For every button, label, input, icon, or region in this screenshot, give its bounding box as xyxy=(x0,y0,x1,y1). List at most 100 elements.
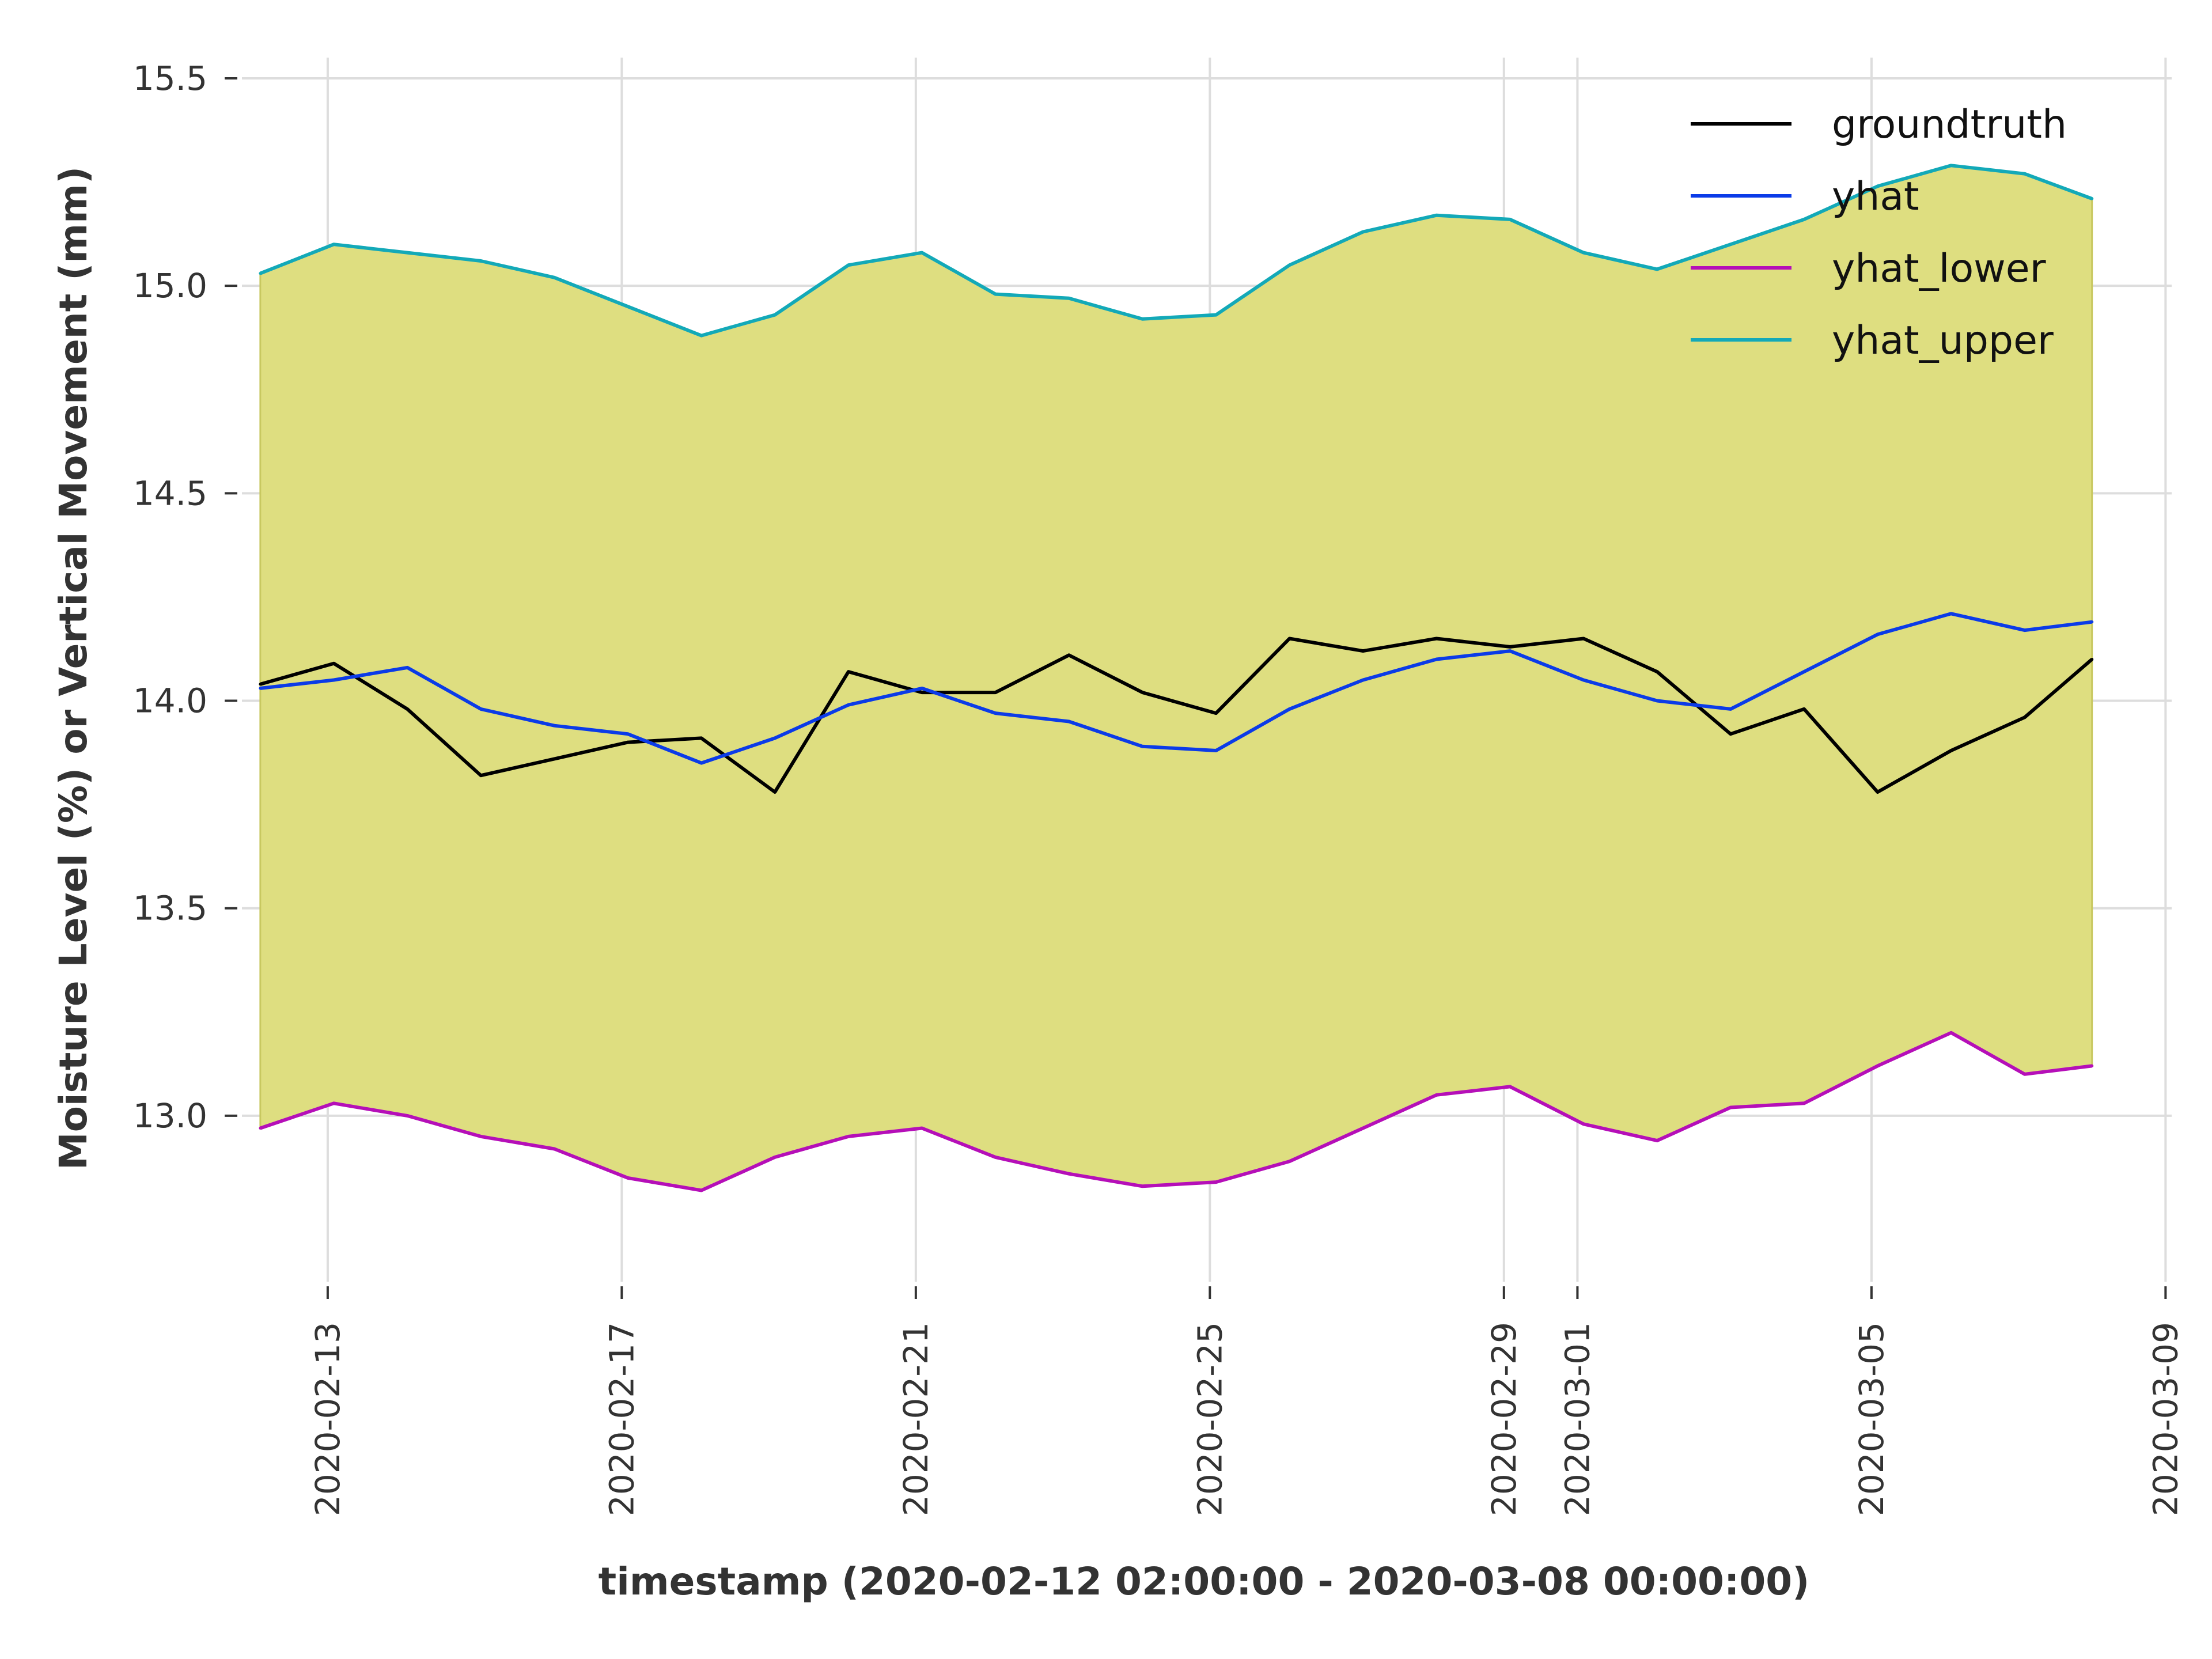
data-point-yhat_upper xyxy=(920,251,923,255)
series-line-yhat_lower xyxy=(259,1031,2093,1192)
data-point-yhat_lower xyxy=(1508,1085,1512,1088)
x-axis-title: timestamp (2020-02-12 02:00:00 - 2020-03… xyxy=(599,1559,1810,1604)
interval-band-area xyxy=(259,164,2093,1192)
data-point-yhat_upper xyxy=(1361,230,1365,234)
data-point-yhat_upper xyxy=(2090,197,2094,200)
x-tick-label: 2020-02-29 xyxy=(1484,1322,1524,1516)
x-tick-label: 2020-02-25 xyxy=(1190,1322,1229,1516)
y-tick-label: 13.5 xyxy=(133,889,207,928)
data-point-groundtruth xyxy=(1214,711,1218,715)
data-point-yhat_upper xyxy=(1141,317,1144,321)
data-point-yhat_lower xyxy=(1288,1160,1291,1163)
data-point-groundtruth xyxy=(1802,707,1806,711)
data-point-yhat_upper xyxy=(259,272,262,275)
data-point-groundtruth xyxy=(1141,691,1144,694)
data-point-yhat xyxy=(920,687,923,690)
data-point-yhat xyxy=(259,687,262,690)
y-tick-label: 14.5 xyxy=(133,474,207,513)
data-point-yhat xyxy=(2090,620,2094,624)
data-point-yhat xyxy=(1802,670,1806,673)
data-point-yhat_lower xyxy=(259,1126,262,1130)
y-tick-label: 13.0 xyxy=(133,1096,207,1135)
data-point-groundtruth xyxy=(2023,715,2027,719)
data-point-groundtruth xyxy=(1949,749,1953,752)
series-line-groundtruth xyxy=(260,637,2093,794)
data-point-yhat_lower xyxy=(479,1135,483,1138)
data-point-yhat_lower xyxy=(1802,1101,1806,1105)
data-point-yhat_upper xyxy=(626,305,630,308)
series-line-yhat xyxy=(260,612,2093,765)
data-point-groundtruth xyxy=(1582,637,1585,640)
data-point-yhat_lower xyxy=(920,1126,923,1130)
data-point-yhat_lower xyxy=(2090,1064,2094,1067)
data-point-yhat_lower xyxy=(1361,1126,1365,1130)
data-point-groundtruth xyxy=(259,683,262,686)
series-line-yhat_upper xyxy=(259,164,2093,338)
data-point-yhat xyxy=(1141,745,1144,748)
data-point-yhat_upper xyxy=(2023,172,2027,176)
data-point-yhat_lower xyxy=(1582,1122,1585,1126)
data-point-yhat_lower xyxy=(552,1147,556,1150)
data-point-yhat xyxy=(1729,707,1732,711)
data-point-groundtruth xyxy=(700,736,703,740)
data-point-yhat xyxy=(1214,749,1218,752)
data-point-yhat xyxy=(773,736,777,740)
data-point-yhat xyxy=(1949,612,1953,615)
data-point-groundtruth xyxy=(1067,653,1071,657)
data-point-yhat xyxy=(1288,707,1291,711)
data-point-groundtruth xyxy=(552,757,556,760)
data-point-yhat_upper xyxy=(406,251,409,255)
x-tick-label: 2020-02-13 xyxy=(308,1322,347,1516)
data-point-yhat_lower xyxy=(1949,1031,1953,1035)
data-point-yhat xyxy=(994,711,997,715)
y-tick-label: 15.0 xyxy=(133,266,207,305)
data-point-yhat xyxy=(700,762,703,765)
data-point-groundtruth xyxy=(773,790,777,794)
data-point-groundtruth xyxy=(1876,790,1880,794)
data-point-yhat_lower xyxy=(1876,1064,1880,1067)
x-tick-label: 2020-03-05 xyxy=(1852,1322,1891,1516)
x-tick-label: 2020-02-17 xyxy=(602,1322,641,1516)
data-point-groundtruth xyxy=(332,662,336,665)
data-point-yhat_lower xyxy=(1435,1093,1438,1097)
legend-label-yhat_lower: yhat_lower xyxy=(1832,246,2046,291)
data-point-yhat_upper xyxy=(1876,184,1880,188)
x-tick-label: 2020-02-21 xyxy=(896,1322,935,1516)
data-point-groundtruth xyxy=(1729,732,1732,736)
data-point-yhat_lower xyxy=(847,1135,850,1138)
axis-ticks: 13.0 13.5 14.0 14.5 15.0 15.5 2020-02-13 2020-0… xyxy=(133,59,2186,1516)
data-point-yhat_lower xyxy=(773,1156,777,1159)
data-point-yhat_upper xyxy=(773,313,777,317)
data-point-groundtruth xyxy=(1656,670,1659,673)
data-point-groundtruth xyxy=(479,774,483,777)
data-point-groundtruth xyxy=(1435,637,1438,640)
series-lines xyxy=(259,164,2094,1192)
data-point-yhat_upper xyxy=(1435,214,1438,217)
legend-label-yhat_upper: yhat_upper xyxy=(1832,318,2054,363)
data-point-yhat xyxy=(1508,649,1512,653)
data-point-yhat xyxy=(479,707,483,711)
y-tick-label: 15.5 xyxy=(133,59,207,98)
data-point-groundtruth xyxy=(847,670,850,673)
data-point-yhat xyxy=(552,724,556,728)
data-point-yhat_lower xyxy=(626,1176,630,1180)
legend-label-yhat: yhat xyxy=(1832,174,1919,219)
data-point-yhat_upper xyxy=(1214,313,1218,317)
data-point-yhat_upper xyxy=(332,243,336,246)
data-point-yhat_upper xyxy=(1949,164,1953,167)
data-point-yhat_lower xyxy=(1656,1139,1659,1142)
data-point-yhat_lower xyxy=(406,1114,409,1118)
data-point-yhat_lower xyxy=(1729,1105,1732,1109)
legend-label-groundtruth: groundtruth xyxy=(1832,102,2067,147)
data-point-groundtruth xyxy=(1288,637,1291,640)
data-point-yhat_lower xyxy=(1214,1180,1218,1184)
data-point-yhat_upper xyxy=(1508,218,1512,221)
data-point-groundtruth xyxy=(626,741,630,744)
data-point-groundtruth xyxy=(920,691,923,694)
data-point-yhat_upper xyxy=(1582,251,1585,255)
data-point-yhat_lower xyxy=(1067,1172,1071,1176)
data-point-yhat_upper xyxy=(479,259,483,263)
data-point-yhat_upper xyxy=(1729,243,1732,246)
data-point-yhat_lower xyxy=(332,1101,336,1105)
